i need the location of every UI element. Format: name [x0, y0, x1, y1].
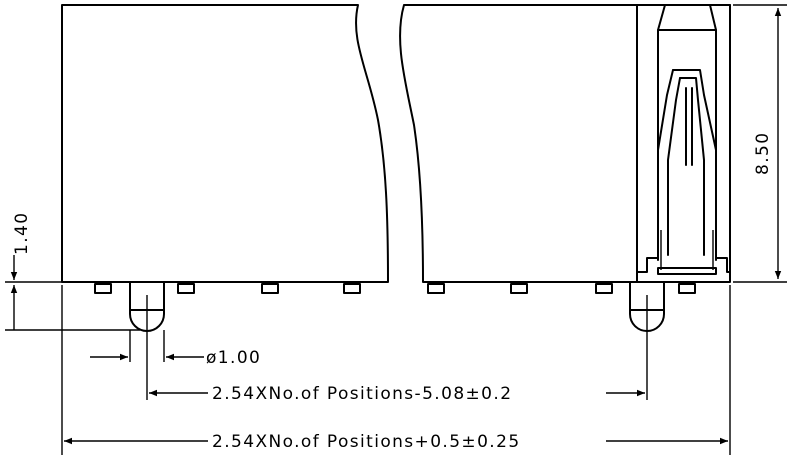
pin-span-dimension: 2.54XNo.of Positions-5.08±0.2 [146, 330, 648, 404]
overall-length-dimension: 2.54XNo.of Positions+0.5±0.25 [61, 285, 731, 455]
pin-diameter-dimension: ø1.00 [90, 330, 261, 368]
standoffs [94, 283, 696, 294]
overall-length-label: 2.54XNo.of Positions+0.5±0.25 [212, 432, 521, 452]
pin-length-dimension: 1.40 [5, 212, 140, 331]
pin-diameter-label: ø1.00 [206, 348, 261, 368]
height-dimension-label: 8.50 [753, 132, 773, 175]
housing-left-section [61, 4, 389, 283]
pin-span-label: 2.54XNo.of Positions-5.08±0.2 [212, 384, 512, 404]
section-view [636, 4, 731, 275]
height-dimension: 8.50 [733, 4, 787, 283]
housing-right-section [399, 4, 731, 283]
pin-length-label: 1.40 [12, 212, 32, 255]
